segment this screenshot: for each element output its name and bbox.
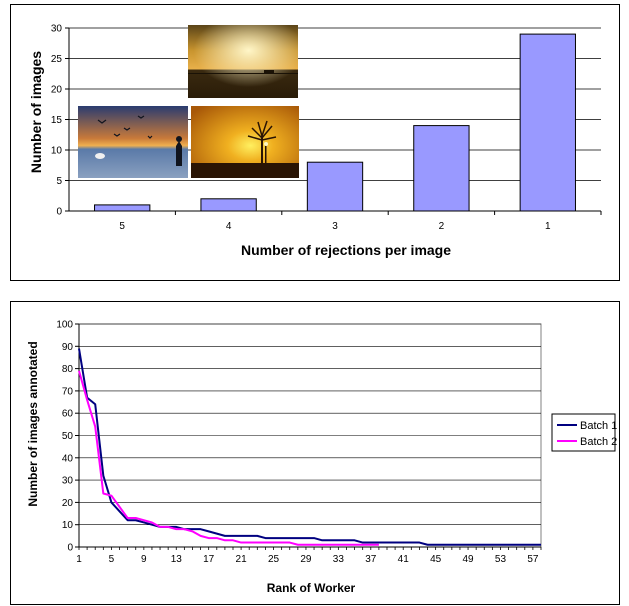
- x-tick-label: 29: [300, 554, 312, 565]
- x-tick-label: 13: [171, 554, 183, 565]
- y-tick-label: 0: [67, 543, 73, 554]
- bar-4: [200, 198, 257, 212]
- y-tick-label: 15: [51, 115, 63, 126]
- x-tick-label: 49: [462, 554, 474, 565]
- legend: Batch 1 Batch 2: [551, 413, 617, 452]
- y-tick-label: 80: [62, 364, 74, 375]
- y-tick-label: 50: [62, 431, 74, 442]
- y-tick-label: 10: [62, 520, 74, 531]
- x-tick-label: 2: [439, 221, 445, 232]
- y-tick-label: 60: [62, 409, 74, 420]
- x-tick-label: 45: [430, 554, 442, 565]
- bar-2: [413, 125, 470, 212]
- y-tick-label: 30: [62, 476, 74, 487]
- y-tick-label: 70: [62, 386, 74, 397]
- x-tick-label: 57: [527, 554, 539, 565]
- y-tick-label: 20: [62, 498, 74, 509]
- bar-3: [306, 161, 364, 212]
- bar-chart-panel: 5 4 3 2 1 0 5 10 15 20 25 30 Number of images Numb…: [10, 4, 620, 281]
- y-tick-label: 30: [51, 24, 63, 35]
- y-tick-label: 90: [62, 342, 74, 353]
- x-tick-label: 17: [203, 554, 215, 565]
- tree-at-sunset-photo: [191, 106, 299, 178]
- bar-chart: 5 4 3 2 1 0 5 10 15 20 25 30 Number of images Numb…: [28, 24, 602, 258]
- y-tick-label: 100: [56, 320, 73, 331]
- x-tick-label: 3: [332, 221, 338, 232]
- x-tick-label: 53: [495, 554, 507, 565]
- line-chart: 1 5 9 13 17 21 25 29 33 37 41 45 49 53 57 0 10 20 30 40 50 6…: [26, 320, 617, 596]
- x-tick-label: 5: [109, 554, 115, 565]
- series-line-batch-2: [78, 370, 379, 546]
- y-tick-label: 25: [51, 54, 63, 65]
- y-tick-label: 40: [62, 453, 74, 464]
- x-tick-label: 9: [141, 554, 147, 565]
- series-line-batch-1: [78, 348, 541, 546]
- x-tick-label: 21: [236, 554, 248, 565]
- x-tick-label: 4: [226, 221, 232, 232]
- x-tick-label: 1: [76, 554, 82, 565]
- x-tick-label: 1: [545, 221, 551, 232]
- x-tick-label: 5: [119, 221, 125, 232]
- y-tick-label: 5: [56, 176, 62, 187]
- x-tick-label: 33: [333, 554, 345, 565]
- x-axis-title: Number of rejections per image: [241, 242, 451, 258]
- y-tick-label: 10: [51, 146, 63, 157]
- silhouette-with-birds-photo: [78, 106, 188, 178]
- sunset-over-sea-photo: [188, 25, 298, 98]
- line-chart-panel: 1 5 9 13 17 21 25 29 33 37 41 45 49 53 57 0 10 20 30 40 50 6…: [10, 301, 620, 605]
- x-axis-title: Rank of Worker: [267, 581, 356, 595]
- bar-5: [94, 204, 151, 212]
- y-axis-title: Number of images: [28, 51, 44, 173]
- y-tick-label: 20: [51, 85, 63, 96]
- bar-1: [519, 33, 576, 212]
- y-tick-label: 0: [56, 207, 62, 218]
- x-tick-label: 41: [398, 554, 410, 565]
- legend-label-batch-2: Batch 2: [580, 436, 617, 448]
- legend-label-batch-1: Batch 1: [580, 420, 617, 432]
- y-axis-title: Number of images annotated: [26, 341, 40, 506]
- x-tick-label: 37: [365, 554, 377, 565]
- x-tick-label: 25: [268, 554, 280, 565]
